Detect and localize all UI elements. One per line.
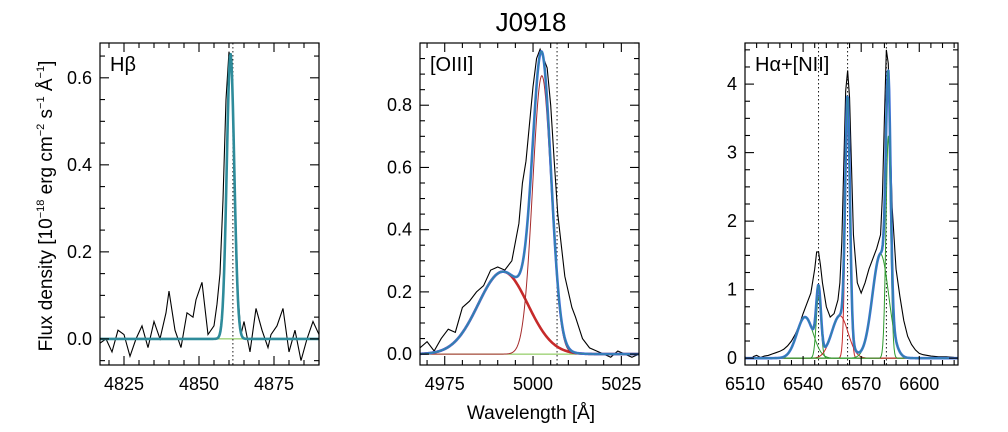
x-tick-label: 5000 xyxy=(513,374,553,394)
y-tick-label: 3 xyxy=(727,143,737,163)
y-axis-title: Flux density [10−18 erg cm−2 s−1 Å−1] xyxy=(35,61,57,352)
plot-area xyxy=(100,43,319,365)
y-tick-label: 0.6 xyxy=(387,157,412,177)
y-tick-label: 0 xyxy=(727,348,737,368)
panel-label: Hα+[NII] xyxy=(755,54,829,76)
x-axis-title: Wavelength [Å] xyxy=(467,403,595,424)
x-tick-label: 6570 xyxy=(841,374,881,394)
y-tick-label: 0.6 xyxy=(67,68,92,88)
y-axis-title-part: s xyxy=(36,109,57,124)
total-fit-curve xyxy=(100,52,319,341)
x-tick-label: 5025 xyxy=(601,374,641,394)
plot-area xyxy=(420,43,639,365)
x-tick-label: 4825 xyxy=(104,374,144,394)
y-axis-title-part: ] xyxy=(36,61,57,66)
axis-frame xyxy=(99,42,320,366)
y-axis-title-part: Flux density [10 xyxy=(36,218,57,351)
y-tick-label: 0.0 xyxy=(67,329,92,349)
observed-spectrum xyxy=(752,49,955,359)
svg-text:Flux density [10−18 erg cm−2 s: Flux density [10−18 erg cm−2 s−1 Å−1] xyxy=(35,61,57,352)
observed-spectrum xyxy=(420,47,639,358)
y-axis-title-exponent: −1 xyxy=(35,96,47,109)
x-tick-label: 6600 xyxy=(899,374,939,394)
panel-label: [OIII] xyxy=(430,54,473,76)
y-axis-title-part: Å xyxy=(36,78,57,96)
x-tick-label: 4850 xyxy=(179,374,219,394)
y-tick-label: 0.0 xyxy=(387,344,412,364)
y-tick-label: 0.2 xyxy=(387,282,412,302)
panel-label: Hβ xyxy=(110,54,136,76)
component-narrow-curve xyxy=(420,74,639,355)
total-fit-curve xyxy=(745,69,958,360)
y-axis-title-exponent: −2 xyxy=(35,124,47,137)
y-tick-label: 0.8 xyxy=(387,95,412,115)
panel-oiii: 4975 5000 5025 0.0 0.2 0.4 0.6 0.8 [OIII] xyxy=(387,42,641,394)
total-fit-inner-curve xyxy=(745,69,958,359)
x-tick-label: 4975 xyxy=(425,374,465,394)
panel-halpha-nii: 6510 6540 6570 6600 0 1 2 3 4 Hα+[NII] xyxy=(725,42,959,394)
axis-frame xyxy=(419,42,640,366)
y-tick-label: 4 xyxy=(727,74,737,94)
y-tick-label: 0.4 xyxy=(387,220,412,240)
figure-title: J0918 xyxy=(496,7,567,37)
y-axis-title-exponent: −1 xyxy=(35,66,47,79)
y-tick-label: 0.4 xyxy=(67,155,92,175)
y-tick-label: 0.2 xyxy=(67,242,92,262)
panel-hbeta: 4825 4850 4875 0.0 0.2 0.4 0.6 Hβ xyxy=(67,42,320,394)
total-fit-inner-curve xyxy=(420,50,639,355)
component-fit-curve xyxy=(100,54,319,340)
component-broad-curve xyxy=(420,270,639,356)
y-tick-label: 1 xyxy=(727,280,737,300)
x-tick-label: 4875 xyxy=(254,374,294,394)
observed-spectrum xyxy=(100,51,319,361)
y-axis-title-part: erg cm xyxy=(36,136,57,199)
y-tick-label: 2 xyxy=(727,211,737,231)
x-tick-label: 6540 xyxy=(783,374,823,394)
plot-area xyxy=(745,43,958,365)
y-axis-title-exponent: −18 xyxy=(35,200,47,219)
x-tick-label: 6510 xyxy=(725,374,765,394)
